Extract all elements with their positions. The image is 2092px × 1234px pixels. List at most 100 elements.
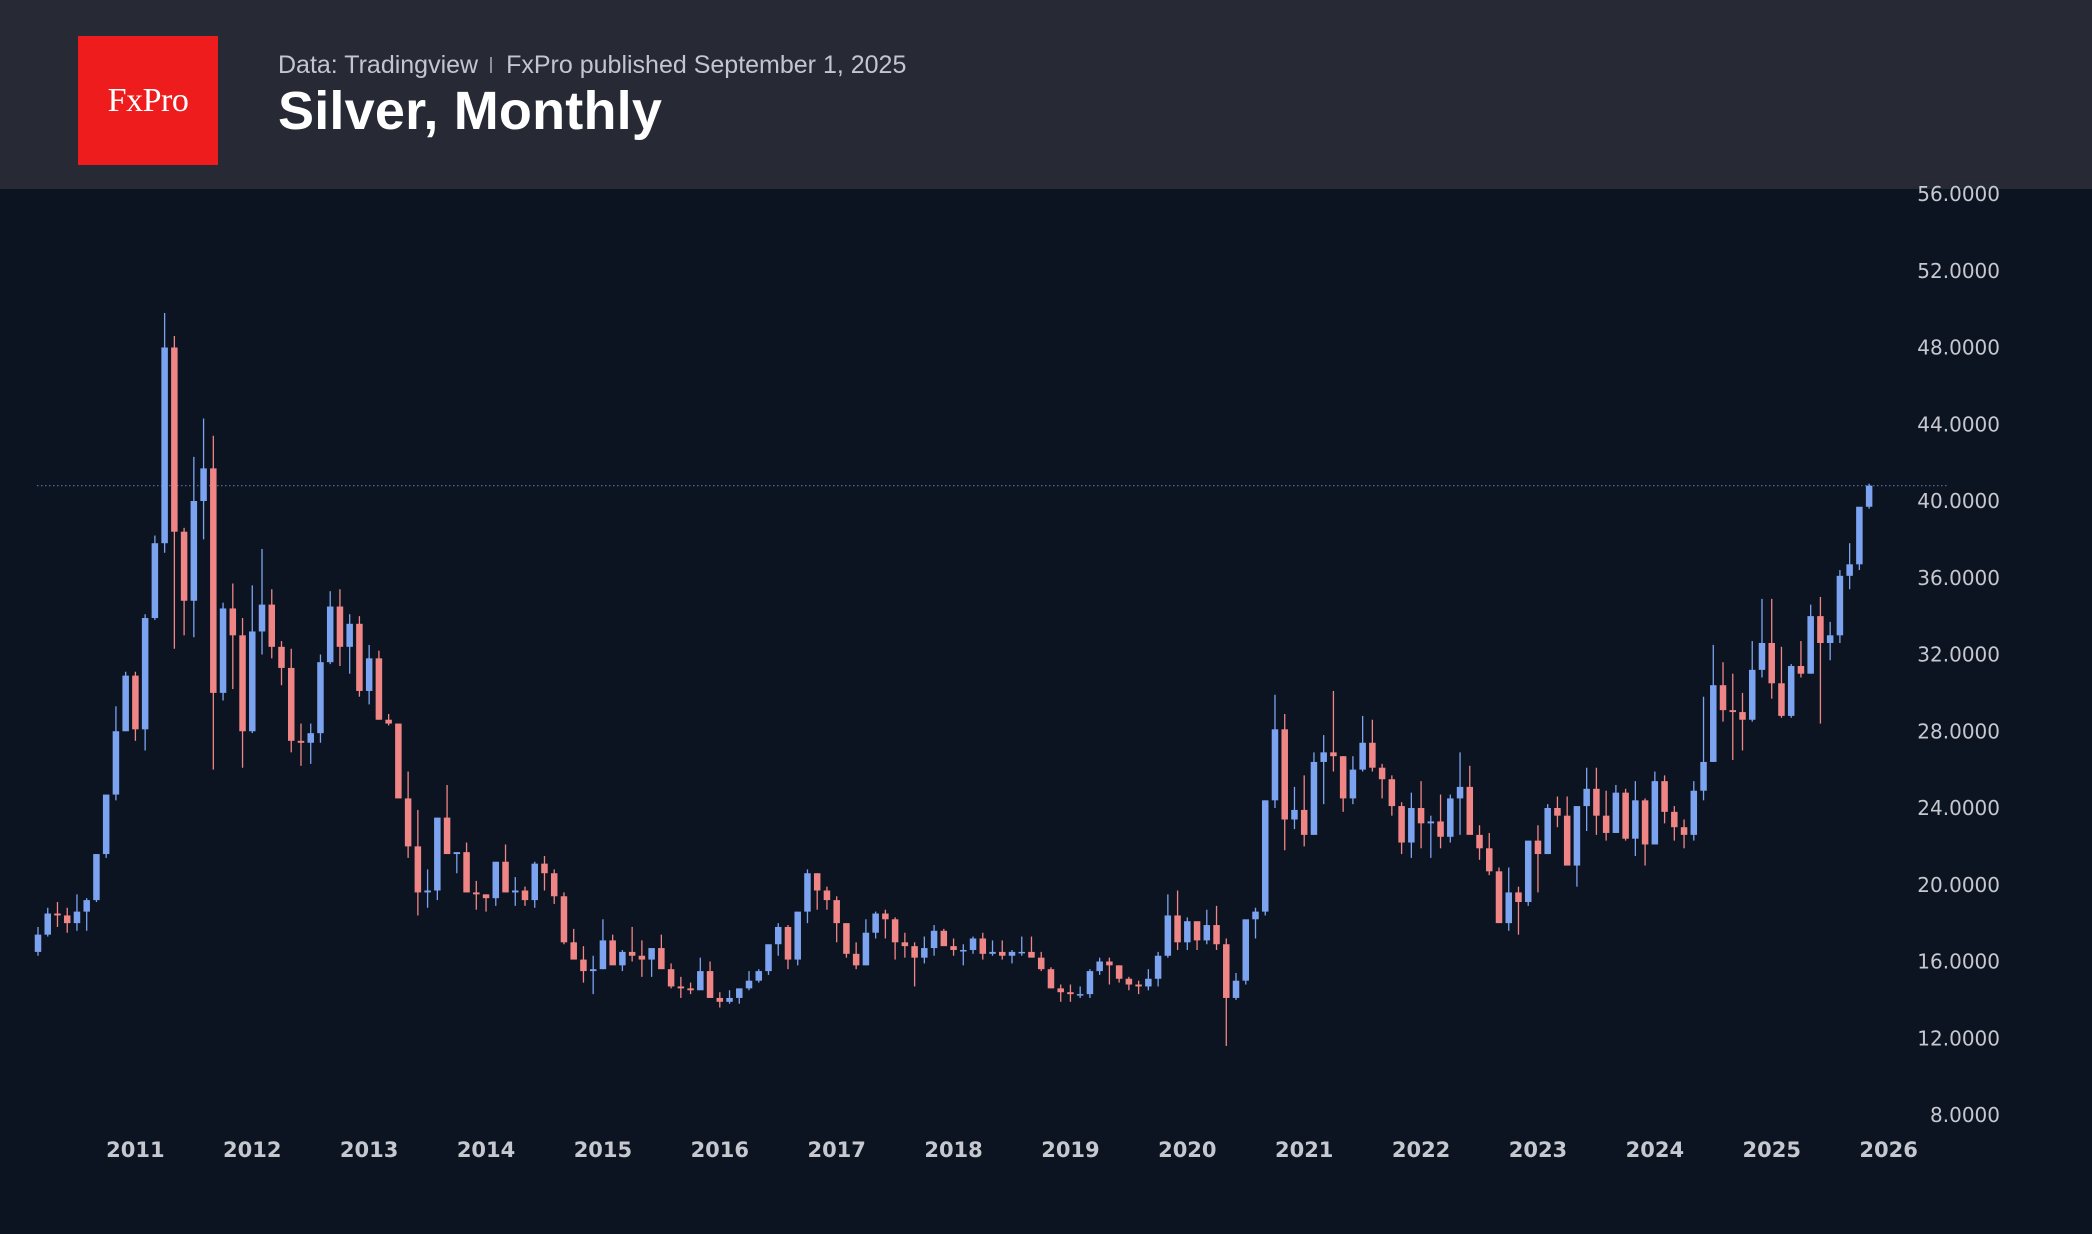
candle bbox=[463, 842, 470, 893]
candle bbox=[249, 585, 256, 734]
candle-body bbox=[1369, 742, 1376, 768]
candle bbox=[1067, 984, 1074, 1002]
candle bbox=[1787, 664, 1795, 718]
candle-body bbox=[882, 913, 889, 920]
candle bbox=[609, 934, 616, 966]
candle-body bbox=[473, 892, 480, 895]
candle bbox=[930, 925, 938, 956]
candle-body bbox=[1018, 951, 1025, 954]
candle-body bbox=[190, 501, 198, 601]
candle-body bbox=[1339, 756, 1347, 799]
candle bbox=[122, 671, 129, 732]
candle-body bbox=[1583, 788, 1590, 807]
candle-body bbox=[979, 938, 987, 954]
candle-body bbox=[1768, 642, 1775, 684]
candle-body bbox=[1067, 992, 1074, 995]
candle bbox=[1748, 641, 1756, 722]
candle bbox=[83, 898, 90, 931]
candle-body bbox=[1213, 925, 1220, 945]
candle bbox=[1223, 938, 1230, 1046]
candle-body bbox=[200, 468, 207, 501]
candle bbox=[1826, 621, 1834, 661]
candle-body bbox=[453, 852, 461, 855]
candle bbox=[1408, 792, 1415, 858]
candle bbox=[268, 589, 276, 659]
candle bbox=[1047, 967, 1055, 989]
candle bbox=[1836, 570, 1844, 643]
candle-body bbox=[862, 932, 870, 966]
candle bbox=[706, 961, 714, 998]
candle-body bbox=[638, 955, 646, 960]
candle bbox=[326, 591, 334, 665]
candle bbox=[1602, 790, 1610, 841]
candle bbox=[1378, 763, 1386, 799]
chart-title: Silver, Monthly bbox=[278, 81, 663, 141]
candle bbox=[1778, 646, 1785, 718]
candle-body bbox=[541, 863, 548, 874]
candle-body bbox=[1602, 815, 1610, 833]
candle bbox=[453, 852, 461, 874]
candle bbox=[872, 911, 879, 939]
candle bbox=[1388, 775, 1396, 816]
candle-body bbox=[1573, 806, 1581, 866]
candle-body bbox=[1359, 742, 1366, 770]
candle-body bbox=[1680, 827, 1688, 835]
candle-body bbox=[1125, 978, 1133, 985]
candle-body bbox=[1203, 925, 1211, 941]
candle-body bbox=[570, 942, 577, 960]
candle bbox=[1164, 894, 1172, 958]
candle bbox=[1447, 794, 1454, 843]
candle bbox=[999, 940, 1006, 960]
candle bbox=[365, 644, 373, 705]
candle bbox=[1028, 936, 1035, 958]
candle-body bbox=[560, 896, 568, 943]
y-tick-label: 52.0000 bbox=[1917, 259, 2000, 283]
candle bbox=[960, 944, 967, 966]
candle-body bbox=[960, 949, 967, 952]
candle-body bbox=[404, 798, 412, 847]
candle bbox=[1846, 543, 1853, 590]
candle bbox=[93, 854, 100, 903]
candle bbox=[1057, 984, 1064, 1002]
candle bbox=[697, 957, 704, 991]
candle bbox=[550, 869, 558, 904]
candle bbox=[512, 877, 519, 906]
candle bbox=[210, 435, 217, 770]
candle bbox=[1710, 644, 1717, 762]
candle-body bbox=[1388, 779, 1396, 807]
candle-body bbox=[1661, 781, 1668, 812]
candle bbox=[1641, 798, 1649, 866]
candle bbox=[1495, 867, 1503, 924]
candle bbox=[1865, 483, 1873, 509]
candle bbox=[1593, 767, 1600, 835]
candle bbox=[395, 723, 402, 799]
candle bbox=[1758, 598, 1766, 678]
candle-body bbox=[132, 675, 139, 730]
candle bbox=[1037, 951, 1045, 972]
candle-body bbox=[482, 894, 490, 899]
candle bbox=[1544, 804, 1551, 855]
candle-body bbox=[1544, 808, 1551, 855]
candle-body bbox=[1417, 808, 1425, 824]
candle-body bbox=[813, 873, 821, 891]
x-tick-label: 2025 bbox=[1742, 1138, 1800, 1162]
candle bbox=[1076, 986, 1084, 998]
candle bbox=[54, 902, 61, 927]
candle bbox=[1583, 767, 1590, 832]
candle-body bbox=[1554, 808, 1561, 816]
candle-body bbox=[1710, 685, 1717, 762]
candle-body bbox=[804, 873, 811, 912]
candle bbox=[44, 907, 51, 937]
candle-body bbox=[1476, 834, 1483, 849]
candle bbox=[628, 926, 636, 962]
candle bbox=[677, 976, 685, 998]
candle-body bbox=[141, 618, 149, 730]
x-tick-label: 2020 bbox=[1158, 1138, 1216, 1162]
candle-body bbox=[1232, 980, 1240, 998]
candle-body bbox=[1252, 911, 1259, 920]
candle bbox=[424, 869, 431, 908]
candle-body bbox=[521, 890, 529, 901]
candle-body bbox=[1817, 616, 1824, 643]
candle bbox=[258, 548, 266, 655]
